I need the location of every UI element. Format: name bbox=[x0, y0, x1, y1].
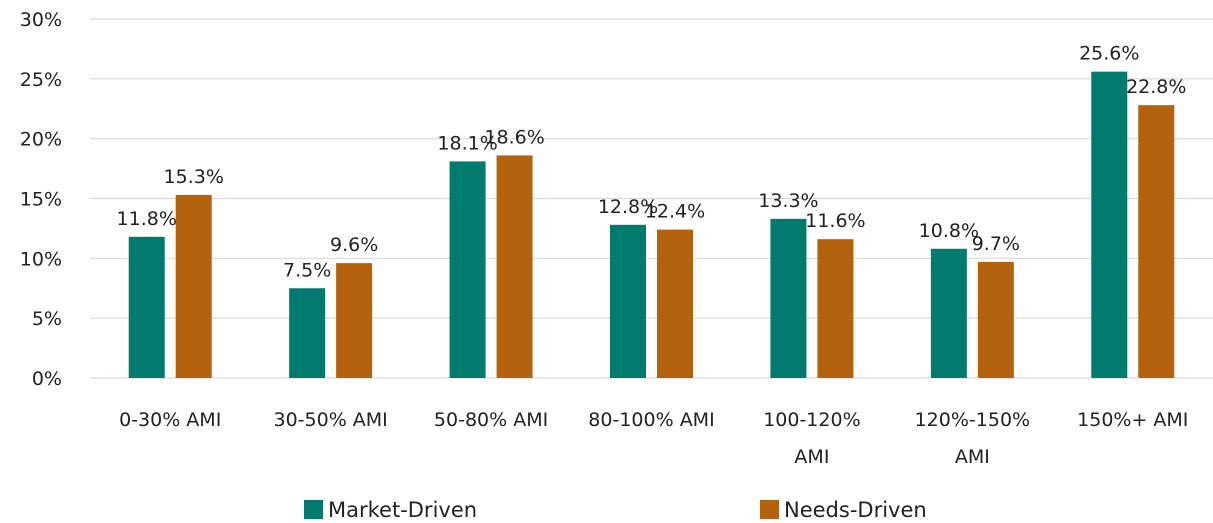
x-category-label: 150%+ AMI bbox=[1077, 409, 1188, 431]
bar-needs-driven bbox=[657, 229, 693, 378]
data-label: 18.1% bbox=[437, 132, 497, 154]
bar-needs-driven bbox=[175, 194, 212, 378]
legend: Market-Driven Needs-Driven bbox=[304, 498, 927, 522]
bar-market-driven bbox=[449, 161, 486, 378]
x-axis: 0-30% AMI 30-50% AMI 50-80% AMI 80-100% AMI… bbox=[119, 409, 1188, 468]
bar-needs-driven bbox=[817, 239, 854, 378]
bars bbox=[128, 71, 1175, 379]
bar-needs-driven bbox=[336, 263, 373, 378]
data-label: 12.8% bbox=[598, 196, 658, 218]
bar-market-driven bbox=[770, 218, 807, 378]
data-label: 13.3% bbox=[758, 190, 818, 212]
data-labels: 11.8% 15.3% 7.5% 9.6% 18.1%18.6% 12.8%12.4% 13… bbox=[117, 43, 1187, 282]
x-category-label: 50-80% AMI bbox=[434, 409, 548, 431]
data-label: 18.6% bbox=[484, 126, 544, 148]
legend-swatch bbox=[304, 500, 323, 519]
x-category-label: 120%-150% bbox=[915, 409, 1031, 431]
bar-needs-driven bbox=[496, 155, 533, 378]
x-category-label: AMI bbox=[794, 446, 829, 468]
data-label: 25.6% bbox=[1079, 43, 1139, 65]
y-tick-label: 15% bbox=[20, 189, 62, 211]
bar-market-driven bbox=[610, 224, 646, 378]
x-category-label: 100-120% bbox=[763, 409, 860, 431]
legend-label: Needs-Driven bbox=[784, 498, 927, 522]
gridlines bbox=[90, 18, 1213, 379]
bar-market-driven bbox=[1091, 71, 1128, 379]
y-tick-label: 30% bbox=[20, 9, 62, 31]
x-category-label: 0-30% AMI bbox=[119, 409, 221, 431]
legend-swatch bbox=[760, 500, 779, 519]
y-tick-label: 10% bbox=[20, 248, 62, 270]
y-tick-label: 25% bbox=[20, 69, 62, 91]
x-category-label: 80-100% AMI bbox=[588, 409, 714, 431]
data-label: 9.7% bbox=[972, 233, 1020, 255]
data-label: 11.8% bbox=[117, 208, 177, 230]
legend-label: Market-Driven bbox=[328, 498, 477, 522]
y-tick-label: 5% bbox=[32, 308, 62, 330]
data-label: 11.6% bbox=[805, 210, 865, 232]
bar-market-driven bbox=[289, 288, 326, 378]
y-tick-label: 0% bbox=[32, 368, 62, 390]
bar-market-driven bbox=[930, 248, 967, 378]
data-label: 10.8% bbox=[919, 220, 979, 242]
y-tick-label: 20% bbox=[20, 129, 62, 151]
bar-needs-driven bbox=[977, 261, 1014, 378]
data-label: 15.3% bbox=[164, 166, 224, 188]
x-category-label: AMI bbox=[955, 446, 990, 468]
bar-market-driven bbox=[128, 236, 165, 378]
x-category-label: 30-50% AMI bbox=[273, 409, 387, 431]
data-label: 12.4% bbox=[645, 201, 705, 223]
data-label: 9.6% bbox=[330, 234, 378, 256]
y-axis: 0% 5% 10% 15% 20% 25% 30% bbox=[20, 9, 62, 390]
bar-needs-driven bbox=[1138, 105, 1175, 378]
data-label: 22.8% bbox=[1126, 76, 1186, 98]
data-label: 7.5% bbox=[283, 259, 331, 281]
